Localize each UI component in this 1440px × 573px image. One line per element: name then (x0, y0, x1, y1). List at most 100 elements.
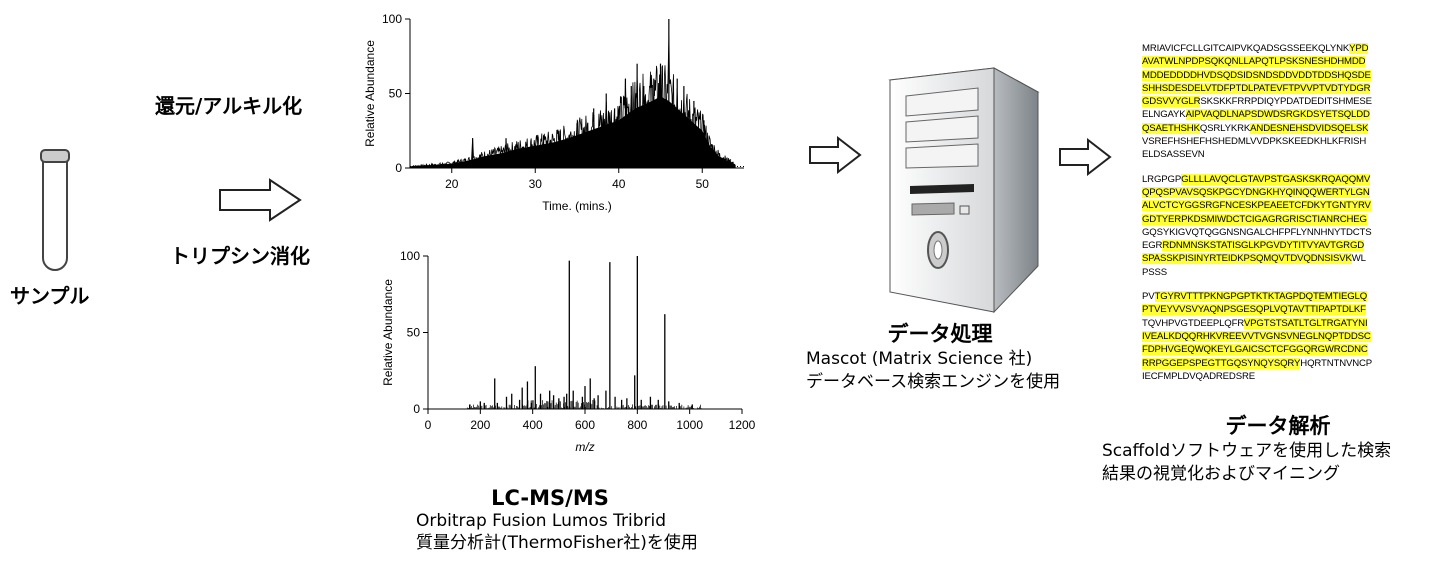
arrow-right-icon (218, 178, 302, 222)
sequence-segment: HQRTNTNVNCP (1300, 357, 1373, 369)
processing-desc-1: Mascot (Matrix Science 社) (806, 349, 1033, 369)
analysis-desc-1: Scaffoldソフトウェアを使用した検索 (1102, 441, 1392, 461)
x-tick-label: 30 (529, 177, 543, 191)
chromatogram-envelope (410, 96, 736, 168)
sequence-line: RRPGGEPSPEGTTGQSYNQYSQRYHQRTNTNVNCP (1142, 357, 1372, 370)
covered-peptide-segment: QSAETHSHK (1142, 122, 1200, 134)
x-tick-label: 1000 (676, 418, 703, 432)
covered-peptide-segment: RRPGGEPSPEGTTGQSYNQYSQRY (1142, 357, 1301, 369)
processing-desc-2: データベース検索エンジンを使用 (806, 372, 1061, 392)
covered-peptide-segment: ALVCTCYGGSRGFNCESKPEAEETCFDKYTGNTYRV (1142, 200, 1371, 212)
sequence-line: MRIAVICFCLLGITCAIPVKQADSGSSEEKQLYNKYPD (1142, 42, 1372, 55)
analysis-desc-2: 結果の視覚化およびマイニング (1102, 464, 1340, 484)
x-tick-label: 800 (627, 418, 647, 432)
covered-peptide-segment: RDNMNSKSTATISGLKPGVDYTITVYAVTGRGD (1162, 240, 1365, 252)
y-tick-label: 0 (395, 161, 402, 175)
x-tick-label: 20 (445, 177, 459, 191)
x-tick-label: 1200 (729, 418, 756, 432)
sequence-line: ALVCTCYGGSRGFNCESKPEAEETCFDKYTGNTYRV (1142, 199, 1372, 212)
chromatogram-trace (409, 35, 736, 168)
sequence-line: GDTYERPKDSMIWDCTCIGAGRGRISCTIANRCHEG (1142, 213, 1372, 226)
prep-step-trypsin-digestion: トリプシン消化 (170, 244, 310, 268)
sequence-line: GQSYKIGVQTQGGNSNGALCHFPFLYNNHNYTDCTS (1142, 226, 1372, 239)
sample-tube-icon (38, 148, 72, 276)
sequence-segment: GQSYKIGVQTQGGNSNGALCHFPFLYNNHNYTDCTS (1142, 226, 1372, 238)
y-tick-label: 50 (389, 87, 403, 101)
sequence-block: MRIAVICFCLLGITCAIPVKQADSGSSEEKQLYNKYPD AV… (1142, 42, 1372, 162)
sequence-line: PSSS (1142, 266, 1372, 279)
sequence-segment: WL (1351, 253, 1366, 265)
sequence-segment: SKSKKFRRPDIQYPDATDEDITSHMESE (1200, 96, 1372, 108)
lcms-title: LC-MS/MS (491, 486, 609, 510)
x-tick-label: 40 (612, 177, 626, 191)
y-tick-label: 100 (400, 249, 420, 263)
covered-peptide-segment: AIPVAQDLNAPSDWDSRGKDSYETSQLDD (1185, 109, 1370, 121)
sequence-line: IECFMPLDVQADREDSRE (1142, 370, 1372, 383)
arrow-right-icon (808, 136, 862, 174)
covered-peptide-segment: GDSVVYGLR (1142, 96, 1201, 108)
sequence-segment: QSRLYKRK (1199, 122, 1251, 134)
y-tick-label: 100 (382, 12, 402, 26)
sequence-line: IVEALKDQQRHKVREEVVTVGNSVNEGLNQPTDDSC (1142, 330, 1372, 343)
sequence-line: QSAETHSHKQSRLYKRKANDESNEHSDVIDSQELSK (1142, 122, 1372, 135)
sequence-line: EGRRDNMNSKSTATISGLKPGVDYTITVYAVTGRGD (1142, 239, 1372, 252)
x-tick-label: 50 (696, 177, 710, 191)
sequence-line: QPQSPVAVSQSKPGCYDNGKHYQINQQWERTYLGN (1142, 186, 1372, 199)
sequence-line: AVATWLNPDPSQKQNLLAPQTLPSKSNESHDHMDD (1142, 55, 1372, 68)
sequence-line: FDPHVGEQWQKEYLGAICSCTCFGGQRGWRCDNC (1142, 343, 1372, 356)
covered-peptide-segment: IVEALKDQQRHKVREEVVTVGNSVNEGLNQPTDDSC (1142, 330, 1371, 342)
sequence-segment: PV (1142, 291, 1155, 303)
x-tick-label: 400 (523, 418, 543, 432)
sequence-line: SHHSDESDELVTDFPTDLPATEVFTPVVPTVDTYDGR (1142, 82, 1372, 95)
sequence-segment: PSSS (1142, 266, 1167, 278)
sequence-line: ELNGAYKAIPVAQDLNAPSDWDSRGKDSYETSQLDD (1142, 108, 1372, 121)
sample-label: サンプル (10, 284, 90, 308)
analysis-title: データ解析 (1225, 414, 1331, 438)
processing-title: データ処理 (887, 322, 993, 346)
sequence-line: SPASSKPISINYRTEIDKPSQMQVTDVQDNSISVKWL (1142, 252, 1372, 265)
lcms-desc-1: Orbitrap Fusion Lumos Tribrid (416, 511, 666, 531)
arrow-right-icon (1058, 138, 1112, 176)
covered-peptide-segment: QPQSPVAVSQSKPGCYDNGKHYQINQQWERTYLGN (1142, 186, 1370, 198)
y-axis-label: Relative Abundance (381, 279, 395, 386)
chromatogram-chart: 0 50 100 20 30 40 50 Relative Abundance Time. (m… (363, 12, 744, 213)
sequence-line: TQVHPVGTDEEPLQFRVPGTSTSATLTGLTRGATYNI (1142, 317, 1372, 330)
sequence-segment: MRIAVICFCLLGITCAIPVKQADSGSSEEKQLYNK (1142, 43, 1350, 54)
covered-peptide-segment: FDPHVGEQWQKEYLGAICSCTCFGGQRGWRCDNC (1142, 344, 1368, 356)
covered-peptide-segment: ANDESNEHSDVIDSQELSK (1250, 122, 1369, 134)
covered-peptide-segment: MDDEDDDDHVDSQDSIDSNDSDDVDDTDDSHQSDE (1142, 69, 1371, 81)
sequence-line: PVTGYRVTTTPKNGPGPTKTKTAGPDQTEMTIEGLQ (1142, 290, 1372, 303)
covered-peptide-segment: AVATWLNPDPSQKQNLLAPQTLPSKSNESHDHMDD (1142, 56, 1366, 68)
covered-peptide-segment: PTVEYVVSVYAQNPSGESQPLVQTAVTTIPAPTDLKF (1142, 304, 1366, 316)
x-tick-label: 600 (575, 418, 595, 432)
sequence-line: MDDEDDDDHVDSQDSIDSNDSDDVDDTDDSHQSDE (1142, 69, 1372, 82)
prep-step-reduction-alkylation: 還元/アルキル化 (155, 94, 303, 118)
x-axis-label: Time. (mins.) (542, 199, 612, 213)
lcms-desc-2: 質量分析計(ThermoFisher社)を使用 (416, 533, 698, 553)
covered-peptide-segment: SHHSDESDELVTDFPTDLPATEVFTPVVPTVDTYDGR (1142, 82, 1371, 94)
y-tick-label: 50 (407, 326, 421, 340)
sequence-segment: EGR (1142, 240, 1163, 252)
x-tick-label: 0 (425, 418, 432, 432)
sequence-line: LRGPGPGLLLLAVQCLGTAVPSTGASKSKRQAQQMV (1142, 173, 1372, 186)
sequence-segment: VSREFHSHEFHSHEDMLVVDPKSKEEDKHLKFRISH (1142, 136, 1367, 148)
sequence-segment: ELDSASSEVN (1142, 149, 1205, 161)
sequence-block: PVTGYRVTTTPKNGPGPTKTKTAGPDQTEMTIEGLQ PTVE… (1142, 290, 1372, 383)
x-tick-label: 200 (470, 418, 490, 432)
y-axis-label: Relative Abundance (363, 40, 377, 147)
covered-peptide-segment: YPD (1349, 43, 1369, 54)
sequence-block: LRGPGPGLLLLAVQCLGTAVPSTGASKSKRQAQQMV QPQS… (1142, 173, 1372, 279)
covered-peptide-segment: GLLLLAVQCLGTAVPSTGASKSKRQAQQMV (1181, 173, 1371, 185)
sequence-segment: IECFMPLDVQADREDSRE (1142, 370, 1255, 382)
server-tower-icon (882, 66, 1042, 318)
covered-peptide-segment: VPGTSTSATLTGLTRGATYNI (1243, 317, 1368, 329)
x-axis-label: m/z (575, 440, 594, 454)
sequence-segment: LRGPGP (1142, 173, 1182, 185)
protein-sequences: MRIAVICFCLLGITCAIPVKQADSGSSEEKQLYNKYPD AV… (1142, 42, 1372, 394)
covered-peptide-segment: SPASSKPISINYRTEIDKPSQMQVTDVQDNSISVK (1142, 253, 1352, 265)
sequence-segment: ELNGAYK (1142, 109, 1186, 121)
y-tick-label: 0 (413, 402, 420, 416)
covered-peptide-segment: TGYRVTTTPKNGPGPTKTKTAGPDQTEMTIEGLQ (1154, 291, 1368, 303)
covered-peptide-segment: GDTYERPKDSMIWDCTCIGAGRGRISCTIANRCHEG (1142, 213, 1367, 225)
